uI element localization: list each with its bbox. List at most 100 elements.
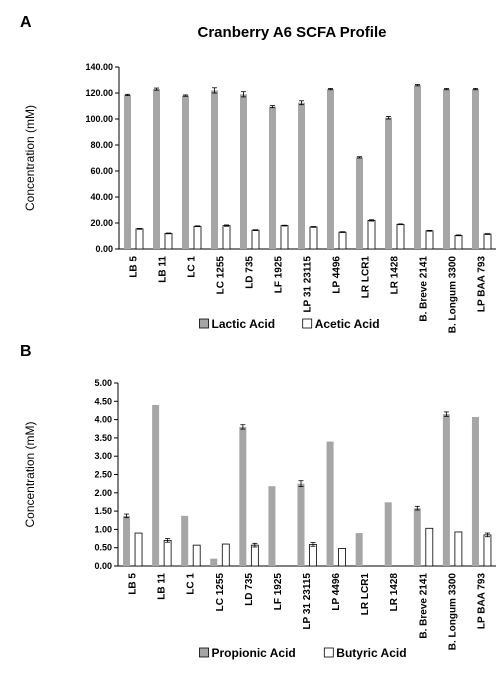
bar-series1 (384, 502, 392, 566)
bar-series2 (250, 544, 259, 567)
bar-series1 (211, 90, 218, 250)
bar-series1 (326, 441, 334, 566)
bar-series1 (269, 106, 276, 250)
bar-series2 (221, 543, 230, 567)
y-tick-label: 80.00 (90, 140, 113, 150)
bar-series1 (124, 94, 131, 249)
x-tick-label: LP BAA 793 (476, 573, 487, 630)
bar-series1 (153, 89, 160, 249)
x-tick-label: LC 1 (187, 256, 198, 278)
bar-series1 (123, 515, 131, 566)
bar-series1 (297, 483, 305, 566)
y-tick-label: 0.00 (95, 244, 113, 254)
y-tick-label: 1.00 (94, 524, 112, 534)
x-tick-label: LB 5 (129, 256, 140, 278)
y-axis-title: Concentration (mM) (23, 421, 37, 527)
x-tick-label: B. Longum 3300 (448, 256, 459, 334)
bar-series2 (454, 234, 463, 250)
x-tick-label: LF 1925 (274, 256, 285, 294)
bar-series2 (163, 539, 172, 567)
bar-series2 (454, 531, 463, 567)
bar-series1 (152, 404, 160, 566)
y-tick-label: 2.50 (94, 470, 112, 480)
bar-series2 (425, 527, 434, 567)
y-tick-label: 100.00 (85, 114, 113, 124)
bar-series2 (396, 223, 405, 250)
y-tick-label: 0.00 (94, 561, 112, 571)
x-tick-label: LR 1428 (390, 256, 401, 295)
x-tick-label: B. Longum 3300 (447, 573, 458, 651)
legend-label: Lactic Acid (212, 317, 276, 331)
x-tick-label: LD 735 (245, 256, 256, 289)
y-tick-label: 120.00 (85, 88, 113, 98)
bar-series2 (338, 231, 347, 250)
bar-series2 (192, 544, 201, 567)
bar-series1 (356, 157, 363, 249)
bar-series2 (222, 225, 231, 250)
x-tick-label: LD 735 (244, 573, 255, 606)
x-tick-label: LF 1925 (273, 573, 284, 611)
x-tick-label: LC 1 (186, 573, 197, 595)
legend-label: Acetic Acid (315, 317, 380, 331)
bar-series1 (385, 117, 392, 249)
legend-swatch (199, 318, 209, 329)
y-tick-label: 1.50 (94, 506, 112, 516)
x-tick-label: LB 5 (128, 573, 139, 595)
bar-series1 (443, 89, 450, 249)
legend-label: Butyric Acid (336, 646, 406, 660)
panel-label: A (20, 14, 32, 31)
y-tick-label: 40.00 (90, 192, 113, 202)
bar-series2 (135, 228, 144, 250)
legend-swatch (323, 647, 334, 658)
bar-series2 (483, 534, 492, 567)
x-tick-label: LR LCR1 (361, 256, 372, 299)
y-tick-label: 3.00 (94, 451, 112, 461)
bar-series1 (471, 417, 479, 566)
y-axis-title: Concentration (mM) (23, 105, 37, 211)
x-tick-label: LB 11 (157, 573, 168, 600)
legend-swatch (302, 318, 313, 329)
bar-series2 (251, 229, 260, 250)
bar-series1 (182, 95, 189, 249)
x-tick-label: LP 31 23115 (303, 256, 314, 313)
y-tick-label: 140.00 (85, 62, 113, 72)
chart-panel-b: B 0.00 0.50 1.00 1.50 2.00 2.50 3.00 3.50 4.00 4.5… (20, 343, 496, 660)
x-tick-label: LC 1255 (215, 573, 226, 612)
bar-series1 (181, 515, 189, 566)
y-tick-label: 20.00 (90, 218, 113, 228)
panel-label: B (20, 343, 32, 360)
legend-label: Propionic Acid (212, 646, 296, 660)
bar-series1 (239, 426, 247, 566)
bar-series1 (327, 89, 334, 249)
x-tick-label: LB 11 (158, 256, 169, 283)
y-tick-label: 2.00 (94, 488, 112, 498)
bar-series2 (134, 532, 143, 567)
bar-series1 (268, 486, 276, 566)
bar-series1 (355, 533, 363, 566)
bar-series2 (483, 233, 492, 250)
y-tick-label: 3.50 (94, 433, 112, 443)
chart-panel-a: A 0.00 20.00 40.00 60.00 80.00 100.00 120.00 140… (20, 14, 496, 333)
bar-series1 (472, 89, 479, 249)
x-tick-label: LC 1255 (216, 256, 227, 295)
bar-series2 (309, 226, 318, 250)
bar-series2 (367, 219, 376, 250)
y-tick-label: 60.00 (90, 166, 113, 176)
x-tick-label: LP BAA 793 (477, 256, 488, 313)
x-tick-label: B. Breve 2141 (418, 573, 429, 639)
x-tick-label: LR 1428 (389, 573, 400, 612)
figure-title: Cranberry A6 SCFA Profile (198, 24, 387, 41)
x-tick-label: LP 4496 (331, 573, 342, 611)
bar-series1 (414, 85, 421, 249)
bar-series2 (309, 544, 317, 567)
bar-series1 (210, 558, 218, 566)
bar-series2 (338, 548, 346, 567)
bar-series2 (164, 232, 173, 250)
bar-series1 (240, 94, 247, 249)
x-tick-label: B. Breve 2141 (419, 256, 430, 322)
y-tick-label: 4.50 (94, 396, 112, 406)
y-tick-label: 5.00 (94, 378, 112, 388)
bar-series1 (298, 102, 305, 249)
bar-series1 (442, 414, 450, 566)
